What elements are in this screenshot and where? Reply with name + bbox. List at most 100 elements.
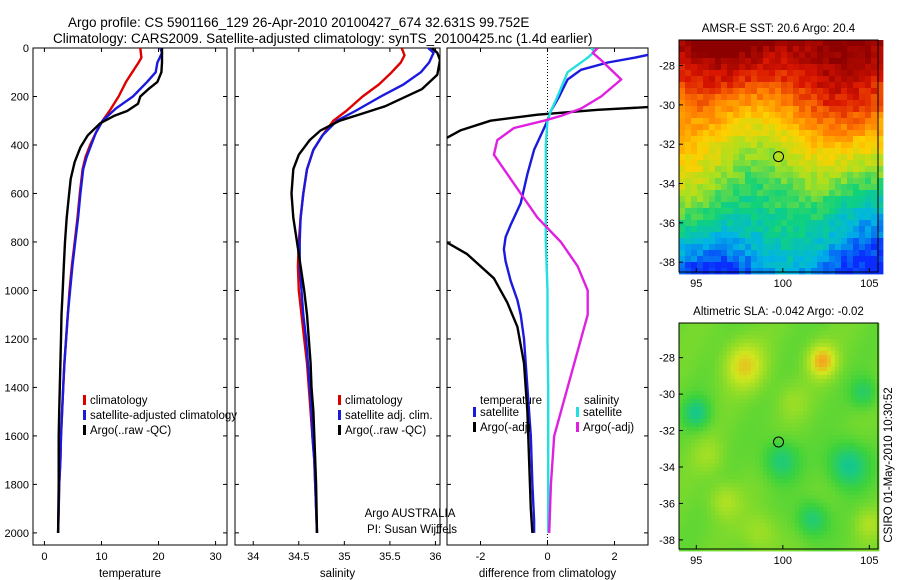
sla-map-cell: [683, 483, 688, 488]
sla-map-cell: [723, 507, 728, 512]
sla-map-cell: [687, 395, 692, 400]
sla-map-cell: [747, 387, 752, 392]
sla-map-cell: [775, 407, 780, 412]
sst-map-cell: [739, 58, 746, 65]
sla-map-cell: [699, 335, 704, 340]
sst-map-cell: [829, 184, 836, 191]
sla-map-cell: [803, 439, 808, 444]
sla-map-cell: [703, 403, 708, 408]
sst-map-cell: [703, 256, 710, 263]
sla-map-cell: [859, 467, 864, 472]
sla-map-cell: [743, 447, 748, 452]
sla-map-cell: [783, 415, 788, 420]
sla-map-cell: [835, 531, 840, 536]
sla-map-cell: [795, 343, 800, 348]
sla-map-cell: [859, 463, 864, 468]
sla-map-cell: [727, 347, 732, 352]
sla-map-cell: [715, 479, 720, 484]
sla-map-cell: [743, 331, 748, 336]
salinity-legend-entry-swatch: [338, 410, 341, 420]
sst-map-cell: [781, 268, 788, 275]
sla-map-cell: [715, 323, 720, 328]
sst-map-cell: [769, 256, 776, 263]
sla-map-cell: [743, 523, 748, 528]
sst-map-cell: [751, 100, 758, 107]
sla-map-cell: [795, 471, 800, 476]
sla-map-cell: [783, 507, 788, 512]
sla-map-cell: [691, 511, 696, 516]
sla-map-cell: [783, 359, 788, 364]
sla-map-cell: [783, 399, 788, 404]
sla-map-cell: [719, 539, 724, 544]
sst-map-cell: [877, 238, 884, 245]
sla-map-cell: [875, 423, 880, 428]
sla-map-cell: [735, 467, 740, 472]
sst-map-cell: [745, 88, 752, 95]
sla-map-cell: [835, 523, 840, 528]
sla-map-cell: [747, 395, 752, 400]
sla-map-cell: [775, 523, 780, 528]
sst-map-cell: [763, 268, 770, 275]
sst-map-cell: [877, 94, 884, 101]
sla-map-cell: [755, 331, 760, 336]
sla-map-cell: [771, 507, 776, 512]
sla-map-cell: [723, 535, 728, 540]
sst-map-cell: [691, 238, 698, 245]
sla-map-cell: [823, 347, 828, 352]
sla-map-cell: [691, 327, 696, 332]
sla-map-cell: [687, 455, 692, 460]
sla-map-cell: [683, 379, 688, 384]
sla-map-cell: [703, 443, 708, 448]
sst-map-cell: [781, 46, 788, 53]
sla-map-cell: [855, 535, 860, 540]
sst-map-cell: [871, 40, 878, 47]
sla-map-cell: [699, 379, 704, 384]
sla-map-cell: [699, 523, 704, 528]
sst-map-cell: [697, 100, 704, 107]
sla-map-cell: [875, 471, 880, 476]
sla-map-cell: [775, 475, 780, 480]
sst-map-cell: [727, 52, 734, 59]
sla-map-cell: [703, 495, 708, 500]
sla-map-cell: [875, 379, 880, 384]
sla-map-cell: [763, 419, 768, 424]
sla-map-cell: [695, 327, 700, 332]
sla-map-cell: [803, 443, 808, 448]
sla-map-cell: [751, 511, 756, 516]
sst-map-cell: [733, 106, 740, 113]
sla-map-cell: [679, 507, 684, 512]
sst-map-cell: [715, 58, 722, 65]
sla-map-cell: [835, 371, 840, 376]
sla-map-cell: [751, 435, 756, 440]
sla-map-cell: [855, 447, 860, 452]
sla-map-cell: [859, 459, 864, 464]
sla-map-cell: [767, 475, 772, 480]
sla-map-cell: [859, 351, 864, 356]
sla-map-cell: [775, 395, 780, 400]
sst-map-cell: [841, 58, 848, 65]
sst-map-cell: [763, 202, 770, 209]
sla-map-cell: [863, 515, 868, 520]
sla-map-cell: [691, 383, 696, 388]
sla-map-cell: [811, 439, 816, 444]
sla-map-cell: [783, 383, 788, 388]
sst-map-cell: [703, 190, 710, 197]
sst-map-cell: [781, 160, 788, 167]
sla-map-cell: [711, 447, 716, 452]
sla-map-cell: [751, 467, 756, 472]
sst-map-cell: [793, 178, 800, 185]
sst-map-cell: [865, 238, 872, 245]
sla-map-cell: [791, 495, 796, 500]
sst-map-cell: [877, 262, 884, 269]
sst-map-cell: [799, 226, 806, 233]
sla-map-cell: [755, 327, 760, 332]
sla-map-cell: [787, 467, 792, 472]
temperature-series-line: [56, 48, 164, 533]
sla-map-cell: [703, 483, 708, 488]
sla-map-cell: [747, 403, 752, 408]
sla-map-cell: [727, 407, 732, 412]
sla-map-cell: [787, 483, 792, 488]
sst-map-cell: [733, 58, 740, 65]
sla-map-cell: [755, 527, 760, 532]
sla-map-cell: [847, 451, 852, 456]
